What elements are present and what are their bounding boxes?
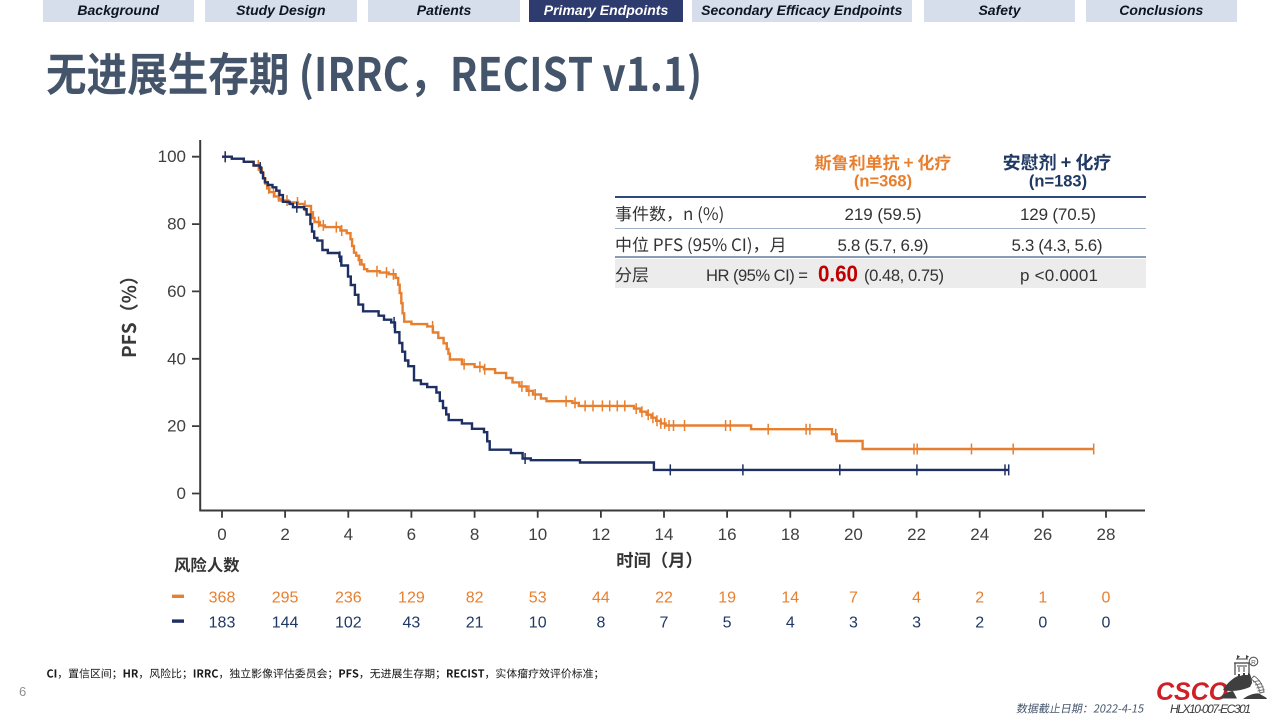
svg-text:60: 60 xyxy=(167,282,186,301)
svg-text:19: 19 xyxy=(718,590,736,607)
svg-text:8: 8 xyxy=(470,525,479,544)
svg-text:20: 20 xyxy=(844,525,863,544)
svg-text:0: 0 xyxy=(1102,590,1111,607)
svg-text:2: 2 xyxy=(280,525,289,544)
svg-text:24: 24 xyxy=(970,525,989,544)
svg-text:6: 6 xyxy=(19,684,26,699)
svg-text:(0.48, 0.75): (0.48, 0.75) xyxy=(864,266,944,285)
svg-text:295: 295 xyxy=(272,590,299,607)
svg-text:10: 10 xyxy=(529,615,547,632)
svg-text:6: 6 xyxy=(407,525,416,544)
svg-text:7: 7 xyxy=(660,615,669,632)
svg-text:368: 368 xyxy=(209,590,236,607)
svg-text:3: 3 xyxy=(849,615,858,632)
svg-text:82: 82 xyxy=(466,590,484,607)
svg-text:0: 0 xyxy=(1038,615,1047,632)
svg-text:12: 12 xyxy=(591,525,610,544)
svg-text:28: 28 xyxy=(1097,525,1116,544)
svg-text:219 (59.5): 219 (59.5) xyxy=(845,205,922,224)
svg-text:18: 18 xyxy=(781,525,800,544)
svg-text:53: 53 xyxy=(529,590,547,607)
svg-text:4: 4 xyxy=(786,615,795,632)
svg-text:0: 0 xyxy=(177,484,186,503)
svg-text:2: 2 xyxy=(975,615,984,632)
svg-text:1: 1 xyxy=(1038,590,1047,607)
svg-text:183: 183 xyxy=(209,615,236,632)
svg-text:144: 144 xyxy=(272,615,299,632)
svg-text:8: 8 xyxy=(596,615,605,632)
svg-text:0: 0 xyxy=(1102,615,1111,632)
svg-text:40: 40 xyxy=(167,349,186,368)
svg-text:0.60: 0.60 xyxy=(818,261,858,287)
svg-text:5.8 (5.7, 6.9): 5.8 (5.7, 6.9) xyxy=(838,236,929,255)
svg-text:129: 129 xyxy=(398,590,425,607)
svg-text:R: R xyxy=(1251,660,1256,667)
svg-text:80: 80 xyxy=(167,215,186,234)
svg-text:26: 26 xyxy=(1033,525,1052,544)
svg-text:22: 22 xyxy=(655,590,673,607)
svg-text:HR (95% CI) =: HR (95% CI) = xyxy=(706,266,808,285)
svg-text:129 (70.5): 129 (70.5) xyxy=(1020,205,1096,224)
svg-text:21: 21 xyxy=(466,615,484,632)
svg-text:10: 10 xyxy=(528,525,547,544)
svg-text:4: 4 xyxy=(912,590,921,607)
svg-text:5: 5 xyxy=(723,615,732,632)
svg-text:100: 100 xyxy=(158,147,186,166)
svg-text:CSCO: CSCO xyxy=(1156,678,1229,706)
svg-text:14: 14 xyxy=(781,590,799,607)
svg-text:102: 102 xyxy=(335,615,362,632)
svg-text:14: 14 xyxy=(655,525,674,544)
svg-text:p <0.0001: p <0.0001 xyxy=(1020,266,1098,285)
svg-text:5.3 (4.3, 5.6): 5.3 (4.3, 5.6) xyxy=(1012,236,1103,255)
svg-text:HLX10-007-EC301: HLX10-007-EC301 xyxy=(1170,702,1251,716)
svg-text:0: 0 xyxy=(217,525,226,544)
svg-text:16: 16 xyxy=(718,525,737,544)
svg-text:7: 7 xyxy=(849,590,858,607)
svg-text:(n=368): (n=368) xyxy=(854,173,912,191)
svg-text:44: 44 xyxy=(592,590,610,607)
svg-text:43: 43 xyxy=(403,615,421,632)
svg-text:236: 236 xyxy=(335,590,362,607)
svg-text:20: 20 xyxy=(167,417,186,436)
svg-text:4: 4 xyxy=(344,525,353,544)
svg-text:22: 22 xyxy=(907,525,926,544)
svg-text:3: 3 xyxy=(912,615,921,632)
svg-text:(n=183): (n=183) xyxy=(1029,173,1087,191)
svg-text:2: 2 xyxy=(975,590,984,607)
